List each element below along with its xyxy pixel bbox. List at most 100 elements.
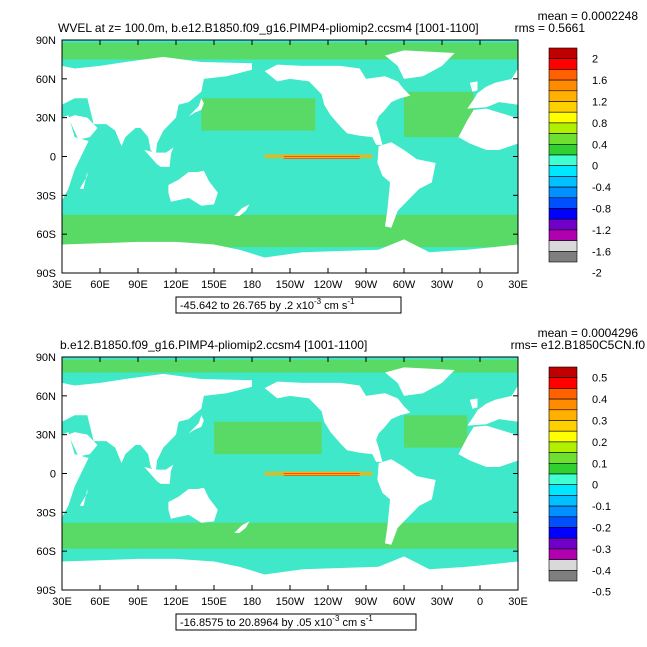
equatorial-band-edge xyxy=(264,154,373,157)
colorbar-label: -0.4 xyxy=(592,565,611,577)
colorbar-swatch xyxy=(548,144,578,156)
colorbar-label: 0.4 xyxy=(592,394,607,406)
x-tick-label: 150E xyxy=(201,279,227,291)
colorbar-swatch xyxy=(548,441,578,453)
colorbar-label: 0.1 xyxy=(592,458,607,470)
equatorial-band-edge xyxy=(264,473,373,476)
equatorial-band-edge xyxy=(264,471,373,474)
y-tick-label: 30N xyxy=(36,430,56,442)
colorbar-swatch xyxy=(548,58,578,70)
y-tick-label: 90S xyxy=(36,585,56,597)
range-box xyxy=(175,613,417,631)
land-mass-14 xyxy=(458,108,518,151)
land-mass-11 xyxy=(188,415,204,434)
y-tick-label: 60N xyxy=(36,391,56,403)
colorbar-label: -0.2 xyxy=(592,523,611,535)
colorbar-swatch xyxy=(548,229,578,241)
land-mass-11 xyxy=(188,98,204,117)
colorbar-label: 0 xyxy=(592,480,598,492)
land-mass-1 xyxy=(62,56,252,156)
colorbar-label: 0.4 xyxy=(592,139,607,151)
range-text: -45.642 to 26.765 by .2 x10 xyxy=(180,300,314,312)
land-mass-3 xyxy=(168,170,218,206)
colorbar-swatch xyxy=(548,101,578,113)
land-mass-6 xyxy=(377,459,436,545)
colorbar-label: 0.8 xyxy=(592,118,607,130)
colorbar-label: 1.6 xyxy=(592,75,607,87)
colorbar-label: -1.6 xyxy=(592,246,611,258)
colorbar-swatch xyxy=(548,495,578,507)
colorbar-swatch xyxy=(548,505,578,518)
land-mass-1 xyxy=(62,373,252,473)
land-mass-9 xyxy=(234,204,250,217)
colorbar-swatch xyxy=(548,377,578,389)
colorbar-swatch xyxy=(548,176,578,188)
x-tick-label: 0 xyxy=(477,596,483,608)
y-tick-label: 30S xyxy=(36,190,56,202)
x-tick-label: 150W xyxy=(276,596,305,608)
x-tick-label: 30E xyxy=(508,596,528,608)
land-mass-8 xyxy=(144,147,174,167)
land-mass-13 xyxy=(467,385,518,426)
rms-label: rms= e12.B1850C5CN.f0 xyxy=(511,338,646,352)
range-exponent: -3 xyxy=(314,297,322,306)
land-mass-2 xyxy=(68,432,98,457)
colorbar-swatch xyxy=(548,462,578,475)
y-tick-label: 60S xyxy=(36,546,56,558)
x-tick-label: 60W xyxy=(393,279,416,291)
x-tick-label: 90W xyxy=(355,596,378,608)
y-tick-label: 90S xyxy=(36,268,56,280)
colorbar-label: -2 xyxy=(592,268,602,280)
colorbar-swatch xyxy=(548,165,578,177)
y-tick-label: 90N xyxy=(36,35,56,47)
x-tick-label: 90W xyxy=(355,279,378,291)
colorbar-swatch xyxy=(548,47,578,59)
colorbar-swatch xyxy=(548,111,578,124)
colorbar-label: -0.3 xyxy=(592,544,611,556)
range-label: -16.8575 to 20.8964 by .05 x10-3 cm s-1 xyxy=(180,614,373,629)
colorbar-swatch xyxy=(548,251,578,263)
x-tick-label: 120W xyxy=(314,279,343,291)
x-tick-label: 30W xyxy=(431,279,454,291)
gyre-band-1 xyxy=(214,421,322,455)
colorbar-swatch xyxy=(548,133,578,145)
colorbar-swatch xyxy=(548,69,578,81)
panel-title: WVEL at z= 100.0m, b.e12.B1850.f09_g16.P… xyxy=(58,21,479,35)
colorbar-label: -0.5 xyxy=(592,587,611,599)
x-tick-label: 30W xyxy=(431,596,454,608)
x-tick-label: 150W xyxy=(276,279,305,291)
colorbar-label: -0.1 xyxy=(592,501,611,513)
colorbar-swatch xyxy=(548,473,578,485)
gyre-band-0 xyxy=(62,214,518,248)
land-mass-3 xyxy=(168,487,218,523)
y-tick-label: 0 xyxy=(50,152,56,164)
equatorial-band-edge xyxy=(264,156,373,159)
colorbar-swatch xyxy=(548,388,578,400)
range-box xyxy=(175,296,402,314)
range-unit-exponent: -1 xyxy=(347,297,355,306)
y-tick-label: 30N xyxy=(36,113,56,125)
x-tick-label: 90E xyxy=(128,596,148,608)
x-tick-label: 30E xyxy=(508,279,528,291)
colorbar-swatch xyxy=(548,430,578,443)
land-mass-10 xyxy=(469,81,478,92)
colorbar-label: 0.2 xyxy=(592,437,607,449)
gyre-band-0 xyxy=(62,522,518,549)
range-label: -45.642 to 26.765 by .2 x10-3 cm s-1 xyxy=(180,297,355,312)
x-tick-label: 120W xyxy=(314,596,343,608)
x-tick-label: 30E xyxy=(52,279,72,291)
land-mass-10 xyxy=(469,398,478,409)
colorbar-label: 0.5 xyxy=(592,373,607,385)
colorbar-label: -0.4 xyxy=(592,182,611,194)
colorbar-swatch xyxy=(548,197,578,209)
colorbar-swatch xyxy=(548,90,578,102)
y-tick-label: 90N xyxy=(36,352,56,364)
range-exponent: -3 xyxy=(332,614,340,623)
mean-label: mean = 0.0002248 xyxy=(538,9,639,23)
colorbar-swatch xyxy=(548,398,578,411)
colorbar-swatch xyxy=(548,186,578,199)
colorbar-swatch xyxy=(548,420,578,432)
land-mass-12 xyxy=(79,172,88,189)
colorbar-label: 0 xyxy=(592,161,598,173)
mean-label: mean = 0.0004296 xyxy=(538,326,639,340)
